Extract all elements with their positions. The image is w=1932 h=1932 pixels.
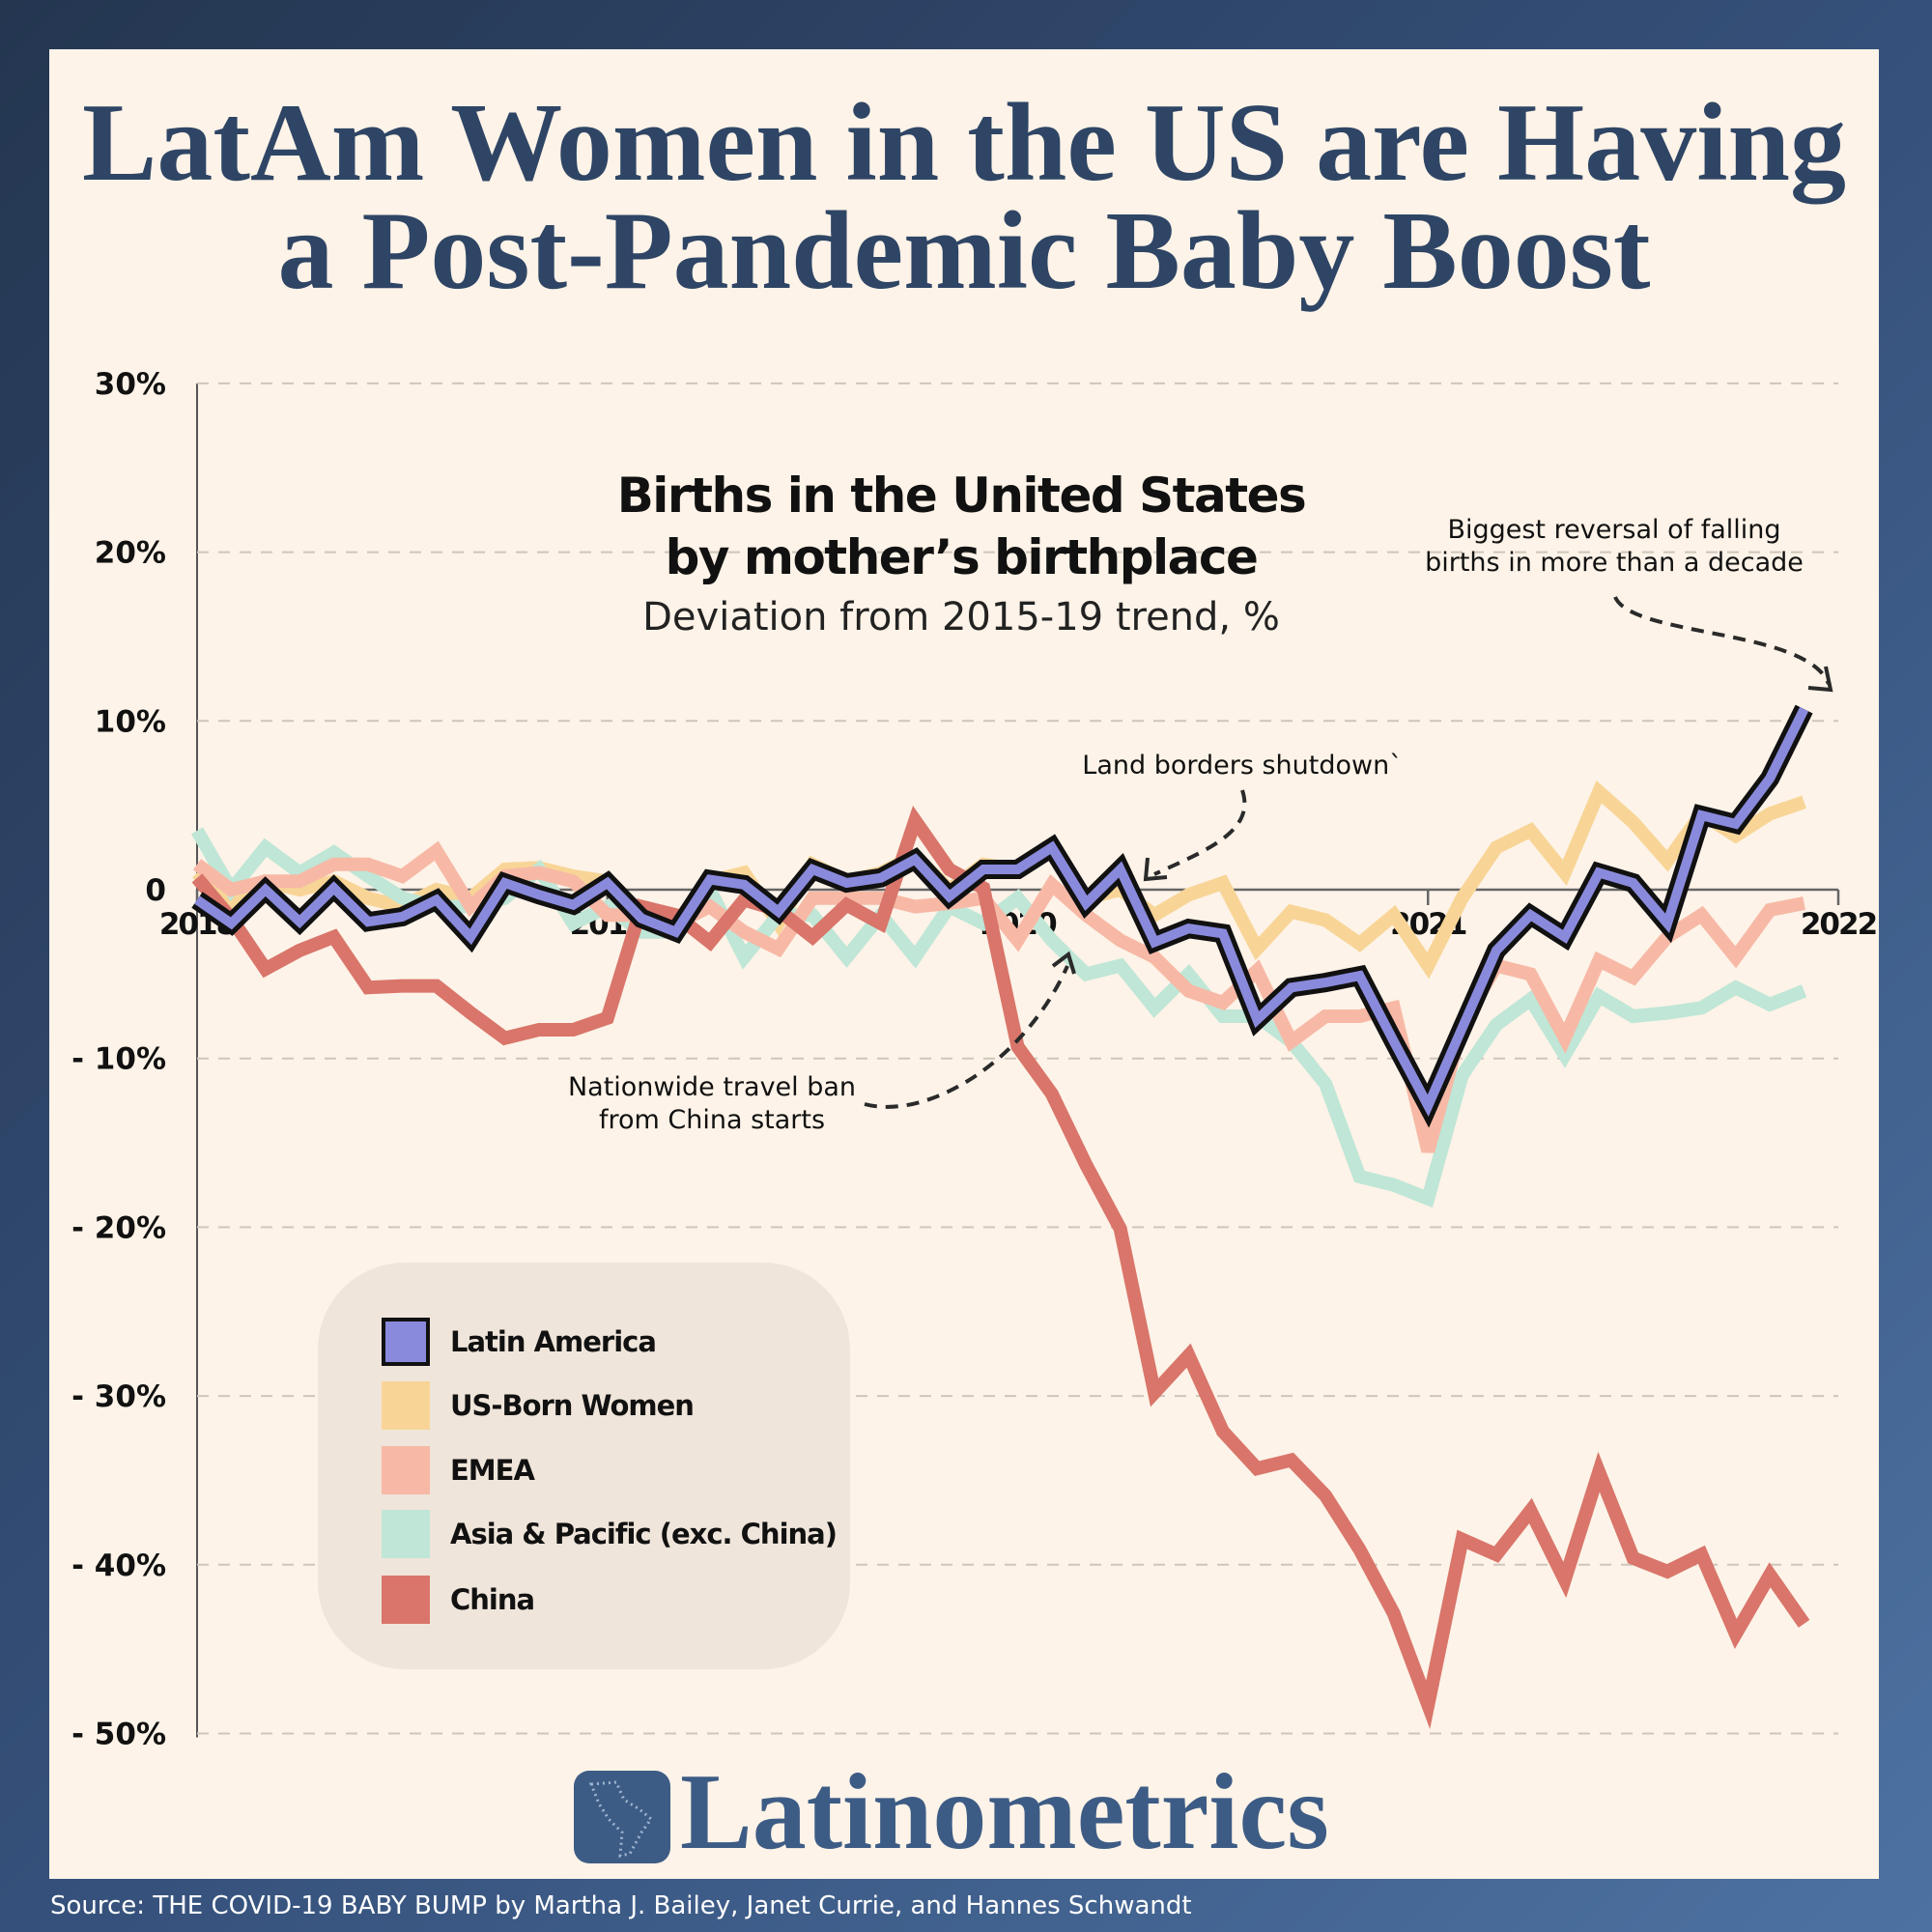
y-tick-label: - 20% [71, 1210, 166, 1245]
y-tick-label: - 40% [71, 1548, 166, 1583]
brand-name: Latinometrics [680, 1752, 1329, 1872]
headline-line-1: LatAm Women in the US are Having [81, 81, 1847, 205]
headline-line-2: a Post-Pandemic Baby Boost [277, 189, 1651, 313]
y-tick-label: - 30% [71, 1379, 166, 1414]
annotation-travel-ban-line-2: from China starts [598, 1105, 826, 1135]
annotation-reversal: Biggest reversal of falling births in mo… [1373, 514, 1856, 580]
legend-item-emea: EMEA [382, 1445, 535, 1495]
reversal-arrow [1613, 595, 1831, 685]
travel-ban-arrow [864, 965, 1069, 1109]
chart-subtitle: Deviation from 2015-19 trend, % [642, 595, 1280, 639]
legend-item-latin-america: Latin America [382, 1317, 657, 1367]
arrowhead-icon [1051, 951, 1076, 975]
legend-swatch [382, 1510, 430, 1558]
y-tick-label: 20% [95, 536, 166, 571]
y-tick-label: - 50% [71, 1718, 166, 1752]
legend-label: US-Born Women [450, 1389, 695, 1422]
y-tick-label: 0 [145, 873, 166, 908]
legend-swatch [382, 1446, 430, 1494]
annotation-reversal-line-1: Biggest reversal of falling [1447, 515, 1781, 545]
legend-item-us-born: US-Born Women [382, 1380, 695, 1431]
annotation-travel-ban-line-1: Nationwide travel ban [567, 1072, 857, 1102]
legend-item-asia-pacific: Asia & Pacific (exc. China) [382, 1509, 838, 1559]
legend-item-china: China [382, 1575, 535, 1625]
arrowhead-icon [1143, 857, 1168, 882]
series-latin-america-line [194, 706, 1809, 1118]
series-emea-line [192, 840, 1805, 1153]
y-tick-label: 30% [95, 367, 166, 402]
source-note: Source: THE COVID-19 BABY BUMP by Martha… [50, 1891, 1192, 1920]
series-china-line [191, 805, 1810, 1729]
y-tick-label: - 10% [71, 1042, 166, 1077]
legend-label: China [450, 1583, 535, 1616]
chart-title: Births in the United States [616, 468, 1307, 524]
annotation-land-borders: Land borders shutdown` [1082, 751, 1403, 781]
legend-label: Asia & Pacific (exc. China) [450, 1518, 838, 1550]
arrowhead-icon [1807, 666, 1833, 693]
chart-title-line-2: by mother’s birthplace [665, 529, 1259, 585]
legend-label: EMEA [450, 1454, 535, 1487]
y-tick-label: 10% [95, 704, 166, 739]
x-tick-label: 2022 [1801, 907, 1876, 942]
legend: Latin America US-Born Women EMEA Asia & … [318, 1263, 850, 1669]
legend-swatch [382, 1576, 430, 1624]
land-borders-arrow [1153, 789, 1247, 876]
legend-swatch [382, 1381, 430, 1430]
latin-america-map-icon [574, 1771, 670, 1863]
legend-label: Latin America [450, 1325, 657, 1358]
annotation-travel-ban: Nationwide travel ban from China starts [519, 1071, 905, 1137]
legend-swatch [382, 1318, 430, 1366]
annotation-reversal-line-2: births in more than a decade [1425, 548, 1804, 578]
